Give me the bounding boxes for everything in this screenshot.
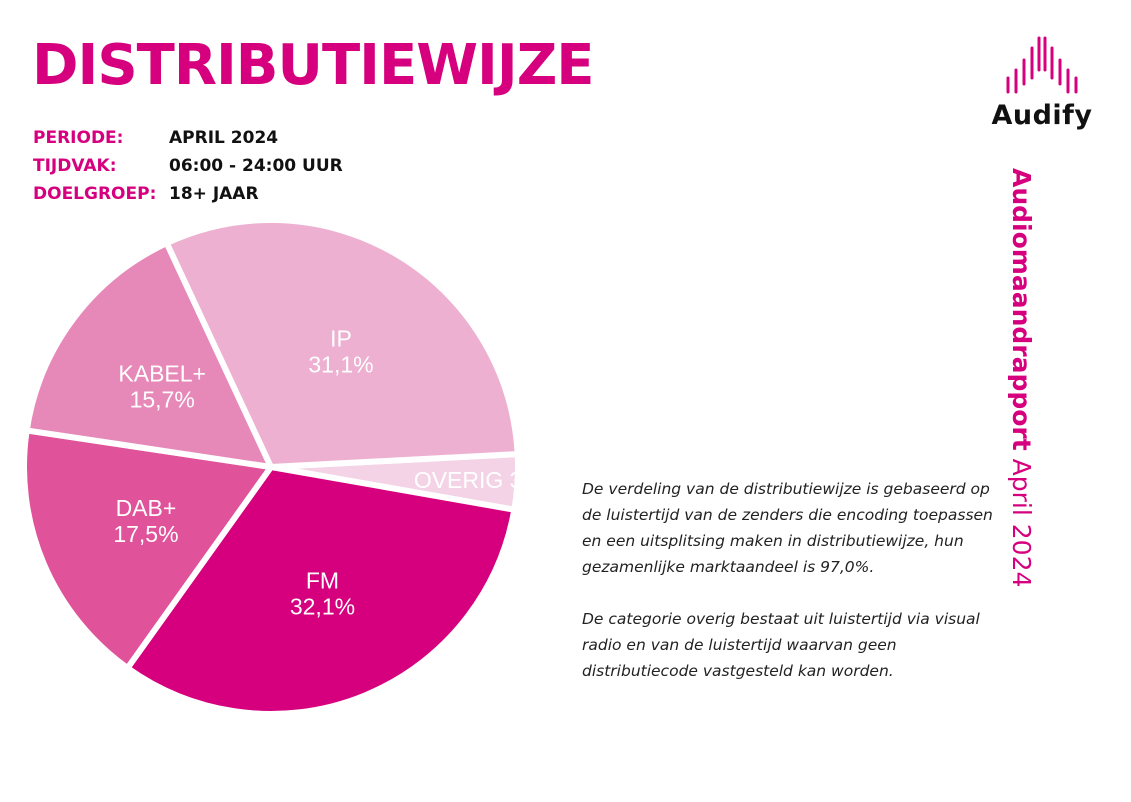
slice-label-ip: IP	[330, 326, 352, 352]
slice-label-dab: DAB+	[116, 495, 177, 521]
report-period: April 2024	[1007, 458, 1036, 588]
audify-logo-icon	[1006, 36, 1078, 94]
pie-slice-dab	[21, 427, 274, 672]
report-name: Audiomaandrapport	[1007, 168, 1036, 451]
pie-slice-ip	[163, 217, 521, 470]
slice-value-dab: 17,5%	[113, 521, 178, 547]
report-meta: PERIODE: APRIL 2024 TIJDVAK: 06:00 - 24:…	[33, 124, 343, 208]
meta-row-timeslot: TIJDVAK: 06:00 - 24:00 UUR	[33, 152, 343, 180]
slice-label-kabel: KABEL+	[118, 361, 206, 387]
meta-key: TIJDVAK:	[33, 156, 117, 176]
meta-key: DOELGROEP:	[33, 184, 157, 204]
slice-label-overig: OVERIG 3,6%	[414, 467, 560, 493]
meta-value: APRIL 2024	[169, 128, 279, 148]
pie-slice-fm	[124, 464, 518, 717]
side-caption: Audiomaandrapport April 2024	[1006, 168, 1037, 587]
pie-slice-kabel	[23, 240, 274, 470]
slice-value-fm: 32,1%	[290, 594, 355, 620]
explanation-note: De verdeling van de distributiewijze is …	[582, 476, 1002, 710]
slice-value-ip: 31,1%	[308, 352, 373, 378]
page-title: DISTRIBUTIEWIJZE	[32, 33, 595, 98]
meta-value: 06:00 - 24:00 UUR	[169, 156, 343, 176]
slice-label-fm: FM	[306, 568, 339, 594]
meta-key: PERIODE:	[33, 128, 124, 148]
note-paragraph: De categorie overig bestaat uit luistert…	[582, 610, 980, 680]
meta-row-target-group: DOELGROEP: 18+ JAAR	[33, 180, 343, 208]
meta-row-period: PERIODE: APRIL 2024	[33, 124, 343, 152]
slice-value-kabel: 15,7%	[130, 387, 195, 413]
note-paragraph: De verdeling van de distributiewijze is …	[582, 480, 993, 576]
logo-wordmark: Audify	[991, 100, 1093, 131]
audify-logo: Audify	[982, 34, 1102, 131]
meta-value: 18+ JAAR	[169, 184, 259, 204]
